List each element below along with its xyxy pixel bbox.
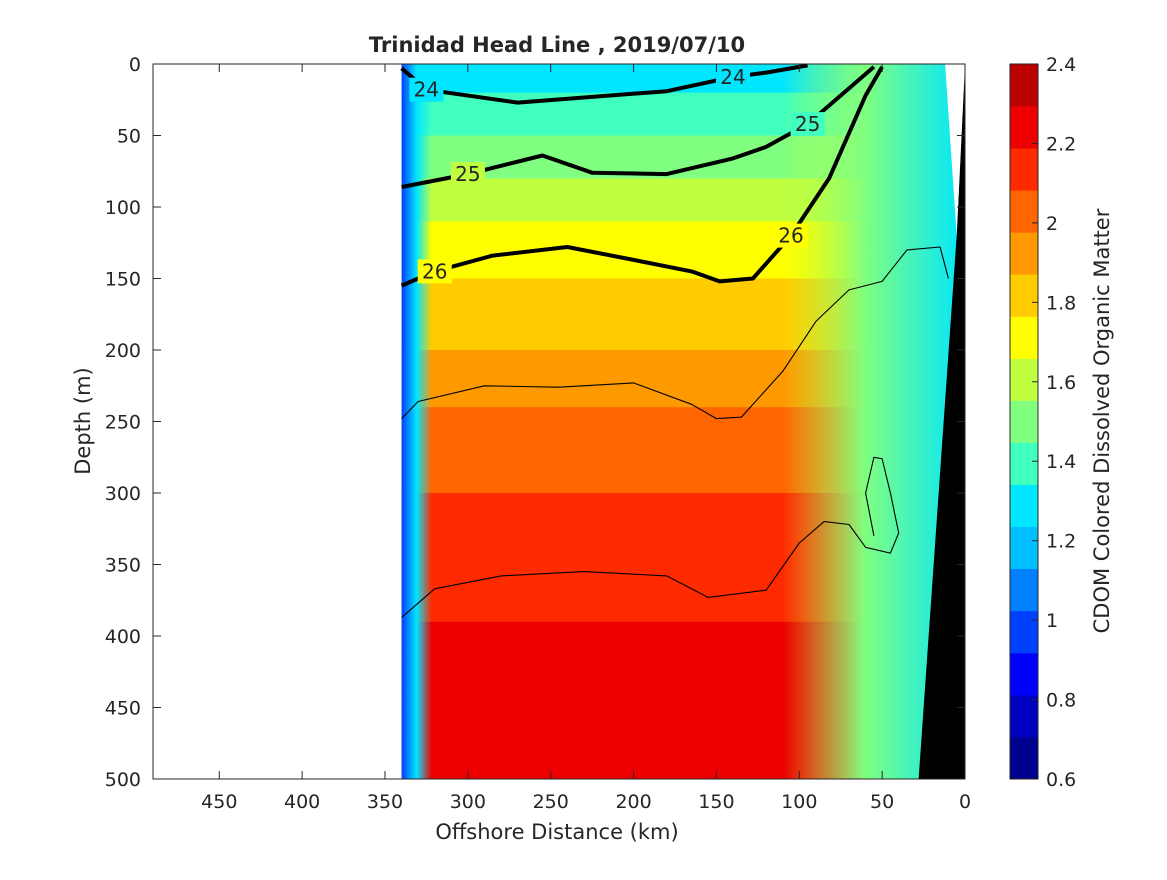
colorbar-segment: [1010, 316, 1038, 359]
isopycnal-25: [401, 65, 876, 189]
x-axis-ticks: 450 400 350 300 250 200 150 100 50 0: [201, 64, 971, 813]
colorbar-segment: [1010, 610, 1038, 654]
x-tick-label: 50: [870, 791, 894, 813]
colorbar-tick-label: 1: [1046, 610, 1058, 632]
contour-label-bg: [790, 112, 825, 137]
nearshore-blank: [945, 64, 965, 236]
x-axis-label: Offshore Distance (km): [435, 820, 678, 844]
colorbar: [1009, 63, 1039, 780]
y-tick-label: 350: [105, 555, 141, 577]
isopycnal-26: [400, 65, 884, 288]
y-tick-label: 500: [105, 769, 141, 791]
colorbar-tick-label: 1.6: [1046, 372, 1076, 394]
colorbar-segment: [1010, 484, 1038, 528]
colorbar-tick-label: 1.2: [1046, 531, 1076, 553]
contour-label-bg: [774, 223, 808, 248]
colorbar-segment: [1010, 358, 1038, 401]
colorbar-tick-label: 2.2: [1046, 133, 1076, 155]
y-tick-label: 100: [105, 197, 141, 219]
contour-label: 25: [455, 162, 480, 186]
contour-label-bg: [409, 77, 444, 102]
y-tick-label: 300: [105, 483, 141, 505]
y-tick-label: 0: [129, 54, 141, 76]
contour-label: 24: [720, 65, 745, 89]
colorbar-segment: [1010, 274, 1038, 317]
isopycnal-minor-4: [401, 456, 900, 618]
colorbar-segment: [1010, 442, 1038, 485]
colorbar-segment: [1010, 694, 1038, 738]
y-tick-label: 400: [105, 626, 141, 648]
x-tick-label: 150: [698, 791, 734, 813]
bathymetry: [918, 64, 965, 779]
y-axis-label: Depth (m): [71, 367, 95, 474]
colorbar-tick-label: 0.8: [1046, 690, 1076, 712]
contour-label: 25: [795, 112, 820, 136]
chart-title: Trinidad Head Line , 2019/07/10: [369, 33, 745, 57]
colorbar-segment: [1010, 568, 1038, 612]
colorbar-segment: [1010, 400, 1038, 443]
x-tick-label: 0: [959, 791, 971, 813]
y-tick-label: 150: [105, 269, 141, 291]
colorbar-frame: [1009, 63, 1039, 780]
colorbar-tick-label: 0.6: [1046, 769, 1076, 791]
x-tick-label: 350: [367, 791, 403, 813]
colorbar-tick-label: 1.4: [1046, 451, 1076, 473]
cdom-field: [401, 64, 965, 779]
colorbar-segment: [1010, 64, 1038, 107]
colorbar-segment: [1010, 736, 1038, 780]
colorbar-ticks: 0.6 0.8 1 1.2 1.4 1.6 1.8 2 2.2 2.4: [1032, 54, 1076, 791]
x-tick-label: 450: [201, 791, 237, 813]
colorbar-segment: [1010, 232, 1038, 275]
contour-label-bg: [450, 162, 485, 187]
contour-label: 26: [778, 224, 803, 248]
y-tick-label: 50: [117, 126, 141, 148]
colorbar-segment: [1010, 526, 1038, 570]
colorbar-segment: [1010, 190, 1038, 233]
contour-label-bg: [417, 259, 452, 284]
colorbar-segment: [1010, 148, 1038, 191]
contour-label: 26: [422, 259, 447, 283]
colorbar-segment: [1010, 652, 1038, 696]
shelf-bathymetry: [918, 64, 965, 779]
colorbar-tick-label: 1.8: [1046, 292, 1076, 314]
colorbar-segment: [1010, 106, 1038, 149]
x-tick-label: 300: [450, 791, 486, 813]
y-tick-label: 200: [105, 340, 141, 362]
colorbar-label: CDOM Colored Dissolved Organic Matter: [1090, 208, 1114, 633]
isopycnal-minor-3: [401, 246, 949, 420]
y-tick-label: 250: [105, 412, 141, 434]
contour-label: 24: [414, 78, 439, 102]
y-axis-ticks: 0 50 100 150 200 250 300 350 400 450 500: [105, 54, 965, 791]
y-tick-label: 450: [105, 698, 141, 720]
x-tick-label: 400: [284, 791, 320, 813]
isopycnal-contours: 24 24 25 25 26 26: [400, 64, 949, 618]
colorbar-tick-label: 2: [1046, 213, 1058, 235]
x-tick-label: 250: [533, 791, 569, 813]
offshore-edge-band: [401, 64, 432, 779]
x-tick-label: 200: [615, 791, 651, 813]
contour-label-bg: [716, 64, 750, 89]
x-tick-label: 100: [781, 791, 817, 813]
colorbar-tick-label: 2.4: [1046, 54, 1076, 76]
